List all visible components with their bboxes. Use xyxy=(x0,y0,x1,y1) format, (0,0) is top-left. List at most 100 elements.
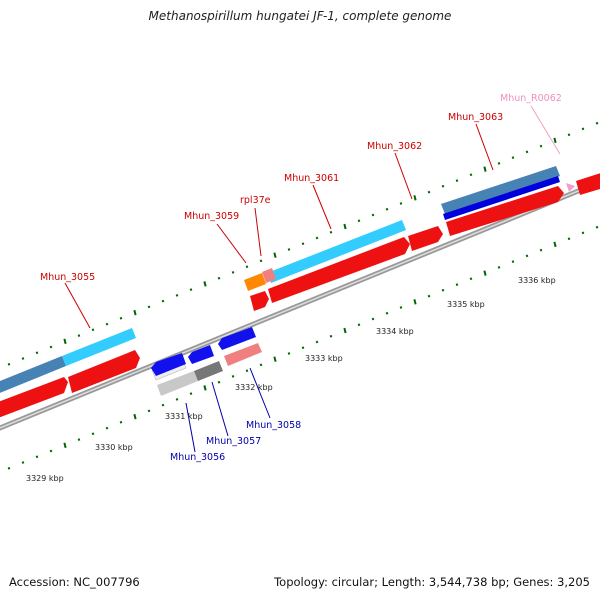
tick-label-3332: 3332 kbp xyxy=(235,383,273,392)
lower-track-tick xyxy=(133,413,137,420)
lower-track-tick xyxy=(203,385,207,391)
lower-track-tick xyxy=(469,277,473,281)
gene-bar-red-7[interactable] xyxy=(576,170,600,195)
gene-bar-red-2[interactable] xyxy=(68,350,140,393)
lower-track-tick xyxy=(413,299,417,305)
lower-track-tick xyxy=(371,317,375,321)
upper-track-tick xyxy=(539,144,543,148)
lower-track-tick xyxy=(315,340,319,344)
upper-track-tick xyxy=(581,127,585,131)
label-mhun-3056[interactable]: Mhun_3056 xyxy=(170,452,225,463)
gene-bar-mhun-3057[interactable] xyxy=(194,361,223,381)
lower-track-tick xyxy=(273,356,277,362)
lower-track-tick xyxy=(77,438,81,441)
label-mhun-3062[interactable]: Mhun_3062 xyxy=(367,141,422,152)
leader-mhun-3059 xyxy=(216,223,247,264)
lower-track-tick xyxy=(91,432,95,436)
gene-bar-mhun-3056-a[interactable] xyxy=(151,353,186,376)
lower-track-tick xyxy=(511,260,515,263)
upper-track-tick xyxy=(35,351,39,355)
gene-labels: Mhun_3055 Mhun_3059 rpl37e Mhun_3061 Mhu… xyxy=(40,93,562,463)
lower-track-tick xyxy=(567,237,571,241)
label-mhun-r0062[interactable]: Mhun_R0062 xyxy=(500,93,562,104)
tick-label-3331: 3331 kbp xyxy=(165,412,203,421)
leader-mhun-3063 xyxy=(475,123,494,171)
gene-bar-mhun-3056[interactable] xyxy=(157,371,198,396)
lower-track-tick xyxy=(259,363,263,367)
lower-track-tick xyxy=(427,294,431,298)
lower-track-tick xyxy=(287,352,291,355)
gene-bar-mhun-3059[interactable] xyxy=(244,273,266,291)
lower-track-tick xyxy=(147,409,151,413)
gene-bar-red-6[interactable] xyxy=(446,186,564,236)
gene-bar-red-1[interactable] xyxy=(0,377,68,421)
gene-bar-red-3[interactable] xyxy=(250,291,269,311)
upper-track-tick xyxy=(469,173,473,177)
lower-track-tick xyxy=(175,398,179,401)
upper-track-tick xyxy=(371,213,375,217)
leader-mhun-3061 xyxy=(312,184,332,230)
upper-track-tick xyxy=(483,166,487,172)
leader-mhun-3057 xyxy=(211,381,229,437)
lower-track-tick xyxy=(217,380,221,384)
tick-label-3336: 3336 kbp xyxy=(518,276,556,285)
gene-bar-mhun-3061[interactable] xyxy=(267,220,406,283)
upper-track-tick xyxy=(525,150,529,154)
label-mhun-3058[interactable]: Mhun_3058 xyxy=(246,420,301,431)
gene-bar-mhun-3063[interactable] xyxy=(441,166,560,214)
lower-track-tick xyxy=(483,270,487,276)
lower-track-tick xyxy=(441,288,445,292)
label-mhun-3057[interactable]: Mhun_3057 xyxy=(206,436,261,447)
upper-track-tick xyxy=(315,236,319,240)
lower-track-tick xyxy=(231,375,235,378)
gene-bar-mhun-3056-b[interactable] xyxy=(188,345,214,364)
lower-track-tick xyxy=(245,369,249,373)
upper-track-tick xyxy=(217,276,221,280)
gene-bar-red-5[interactable] xyxy=(408,226,443,251)
upper-track-tick xyxy=(385,207,389,211)
upper-track-tick xyxy=(399,202,403,205)
upper-track-tick xyxy=(175,294,179,297)
upper-track-tick xyxy=(105,322,109,326)
lower-track-tick xyxy=(343,327,347,334)
lower-track-tick xyxy=(63,442,67,449)
gene-bar-mhun-r0062[interactable] xyxy=(566,183,575,192)
gene-bar-mhun-3055[interactable] xyxy=(62,328,136,366)
gene-bar-mhun-3063-b[interactable] xyxy=(443,176,560,220)
accession-text: Accession: NC_007796 xyxy=(9,575,140,589)
gene-bar-mhun-3058-a[interactable] xyxy=(218,327,256,350)
lower-track-tick xyxy=(399,306,403,309)
label-mhun-3055[interactable]: Mhun_3055 xyxy=(40,272,95,283)
upper-track-tick xyxy=(441,184,445,188)
upper-track-tick xyxy=(497,162,501,165)
upper-track-tick xyxy=(161,299,165,303)
map-title: Methanospirillum hungatei JF-1, complete… xyxy=(148,9,452,23)
label-mhun-3059[interactable]: Mhun_3059 xyxy=(184,211,239,222)
leader-mhun-3056 xyxy=(185,402,196,453)
lower-track-tick xyxy=(105,426,109,430)
upper-track-tick xyxy=(343,223,347,230)
gene-bar-steelblue-left[interactable] xyxy=(0,356,66,397)
leader-mhun-r0062 xyxy=(530,105,561,155)
upper-track-tick xyxy=(147,305,151,309)
lower-track-tick xyxy=(385,311,389,315)
label-mhun-3061[interactable]: Mhun_3061 xyxy=(284,173,339,184)
lower-track-tick xyxy=(119,420,123,424)
lower-track-tick xyxy=(581,231,585,235)
backbone-highlight xyxy=(0,181,600,429)
upper-track-tick xyxy=(287,248,291,251)
upper-track-tick xyxy=(567,133,571,137)
upper-track-tick xyxy=(203,281,207,287)
label-mhun-3063[interactable]: Mhun_3063 xyxy=(448,112,503,123)
leader-rpl37e xyxy=(254,207,262,257)
lower-track-tick xyxy=(455,283,459,286)
label-rpl37e[interactable]: rpl37e xyxy=(240,195,271,206)
tick-label-3330: 3330 kbp xyxy=(95,443,133,452)
gene-bar-red-4[interactable] xyxy=(268,237,410,303)
upper-track-tick xyxy=(259,259,263,263)
gene-bar-rpl37e[interactable] xyxy=(262,268,276,283)
lower-track-tick xyxy=(35,455,39,459)
gene-bar-mhun-3058[interactable] xyxy=(224,343,262,366)
lower-track-tick xyxy=(595,225,599,229)
